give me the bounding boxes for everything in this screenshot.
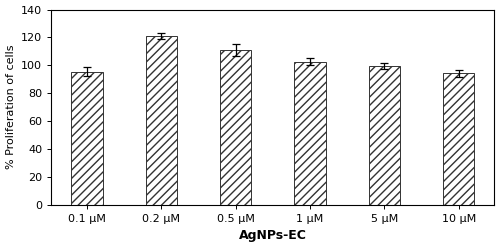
Y-axis label: % Proliferation of cells: % Proliferation of cells — [6, 45, 16, 169]
Bar — [368, 66, 400, 205]
Bar — [294, 62, 326, 205]
X-axis label: AgNPs-EC: AgNPs-EC — [239, 229, 307, 243]
Bar — [443, 73, 474, 205]
Bar — [146, 36, 177, 205]
Bar — [72, 72, 102, 205]
Bar — [220, 50, 252, 205]
